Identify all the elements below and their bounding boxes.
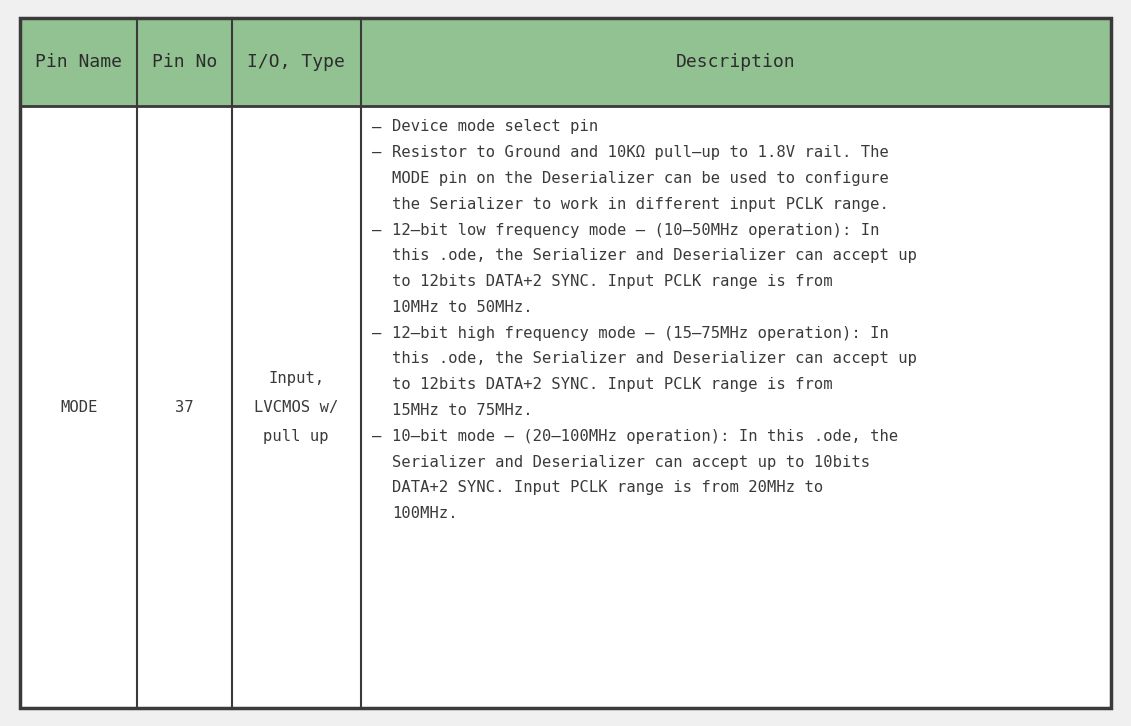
Text: 10–bit mode – (20–100MHz operation): In this .ode, the: 10–bit mode – (20–100MHz operation): In … [392,429,898,444]
Text: 100MHz.: 100MHz. [392,506,458,521]
Bar [20,18,1111,107]
Text: Serializer and Deserializer can accept up to 10bits: Serializer and Deserializer can accept u… [392,454,871,470]
Text: to 12bits DATA+2 SYNC. Input PCLK range is from: to 12bits DATA+2 SYNC. Input PCLK range … [392,378,832,392]
Text: 12–bit low frequency mode – (10–50MHz operation): In: 12–bit low frequency mode – (10–50MHz op… [392,223,880,237]
Text: 15MHz to 75MHz.: 15MHz to 75MHz. [392,403,533,418]
Text: –: – [372,326,381,340]
Text: –: – [372,120,381,134]
Text: Device mode select pin: Device mode select pin [392,120,598,134]
Text: –: – [372,223,381,237]
Text: this .ode, the Serializer and Deserializer can accept up: this .ode, the Serializer and Deserializ… [392,248,917,264]
Text: Input,: Input, [268,370,325,386]
Text: MODE: MODE [60,399,97,415]
Text: LVCMOS w/: LVCMOS w/ [254,399,338,415]
Text: pull up: pull up [264,428,329,444]
Text: DATA+2 SYNC. Input PCLK range is from 20MHz to: DATA+2 SYNC. Input PCLK range is from 20… [392,481,823,495]
Text: Resistor to Ground and 10KΩ pull–up to 1.8V rail. The: Resistor to Ground and 10KΩ pull–up to 1… [392,145,889,160]
Text: 12–bit high frequency mode – (15–75MHz operation): In: 12–bit high frequency mode – (15–75MHz o… [392,326,889,340]
Text: Pin Name: Pin Name [35,53,122,71]
Text: 10MHz to 50MHz.: 10MHz to 50MHz. [392,300,533,315]
Text: the Serializer to work in different input PCLK range.: the Serializer to work in different inpu… [392,197,889,212]
Text: Pin No: Pin No [152,53,217,71]
Text: 37: 37 [175,399,193,415]
Text: I/O, Type: I/O, Type [248,53,345,71]
Text: this .ode, the Serializer and Deserializer can accept up: this .ode, the Serializer and Deserializ… [392,351,917,367]
Text: MODE pin on the Deserializer can be used to configure: MODE pin on the Deserializer can be used… [392,171,889,186]
Text: –: – [372,429,381,444]
Text: to 12bits DATA+2 SYNC. Input PCLK range is from: to 12bits DATA+2 SYNC. Input PCLK range … [392,274,832,289]
Text: –: – [372,145,381,160]
Text: Description: Description [675,53,795,71]
